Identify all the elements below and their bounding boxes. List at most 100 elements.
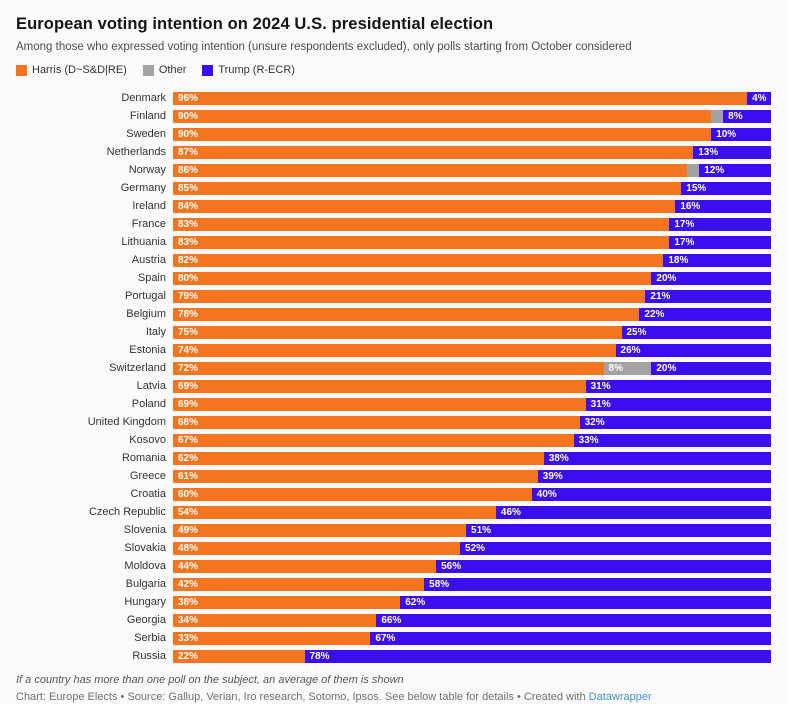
datawrapper-link[interactable]: Datawrapper (588, 691, 652, 703)
stacked-bar-chart: Denmark 96% 4% Finland 90% 8% Sweden 90% 10% Neth… (16, 89, 771, 665)
bar-segment-trump: 18% (663, 253, 771, 267)
segment-value-label: 8% (608, 362, 623, 374)
country-label: United Kingdom (87, 416, 166, 428)
table-row: Hungary 38% 62% (16, 593, 771, 611)
table-row: Georgia 34% 66% (16, 611, 771, 629)
stacked-bar: 60% 40% (173, 487, 771, 501)
country-label: Ireland (132, 200, 166, 212)
segment-value-label: 38% (548, 452, 569, 464)
table-row: Lithuania 83% 17% (16, 233, 771, 251)
segment-value-label: 68% (178, 416, 199, 428)
chart-byline: Chart: Europe Elects • Source: Gallup, V… (16, 691, 771, 704)
segment-value-label: 56% (441, 560, 462, 572)
country-label: Czech Republic (88, 506, 166, 518)
segment-value-label: 90% (178, 128, 199, 140)
bar-segment-trump: 52% (460, 541, 771, 555)
stacked-bar: 86% 12% (173, 163, 771, 177)
country-label: Estonia (129, 344, 166, 356)
bar-segment-trump: 22% (639, 307, 771, 321)
segment-value-label: 32% (584, 416, 605, 428)
bar-segment-trump: 20% (651, 271, 771, 285)
segment-value-label: 20% (656, 362, 677, 374)
segment-value-label: 85% (178, 182, 199, 194)
bar-segment-harris: 54% (173, 505, 496, 519)
segment-value-label: 62% (178, 452, 199, 464)
segment-value-label: 31% (590, 380, 611, 392)
harris-swatch-icon (16, 64, 27, 76)
stacked-bar: 84% 16% (173, 199, 771, 213)
bar-segment-harris: 80% (173, 271, 652, 285)
country-label: Portugal (125, 290, 166, 302)
segment-value-label: 22% (644, 308, 665, 320)
bar-segment-trump: 25% (621, 325, 771, 339)
bar-segment-trump: 20% (651, 361, 771, 375)
bar-segment-harris: 86% (173, 163, 688, 177)
stacked-bar: 61% 39% (173, 469, 771, 483)
table-row: Croatia 60% 40% (16, 485, 771, 503)
bar-segment-harris: 83% (173, 217, 670, 231)
bar-segment-harris: 62% (173, 451, 544, 465)
country-label: Netherlands (106, 146, 166, 158)
legend-label-other: Other (158, 64, 187, 76)
table-row: Czech Republic 54% 46% (16, 503, 771, 521)
country-label: Russia (132, 650, 166, 662)
bar-segment-harris: 60% (173, 487, 532, 501)
segment-value-label: 21% (650, 290, 671, 302)
table-row: Germany 85% 15% (16, 179, 771, 197)
bar-segment-harris: 96% (173, 91, 748, 105)
bar-segment-harris: 69% (173, 379, 586, 393)
segment-value-label: 31% (590, 398, 611, 410)
segment-value-label: 13% (698, 146, 719, 158)
table-row: Slovenia 49% 51% (16, 521, 771, 539)
bar-segment-harris: 48% (173, 541, 461, 555)
bar-segment-trump: 4% (747, 91, 771, 105)
table-row: Norway 86% 12% (16, 161, 771, 179)
bar-segment-trump: 62% (400, 595, 771, 609)
segment-value-label: 74% (178, 344, 199, 356)
stacked-bar: 87% 13% (173, 145, 771, 159)
bar-segment-harris: 68% (173, 415, 580, 429)
table-row: France 83% 17% (16, 215, 771, 233)
country-label: Bulgaria (125, 578, 166, 590)
legend-item-other: Other (142, 64, 187, 76)
table-row: Estonia 74% 26% (16, 341, 771, 359)
bar-segment-harris: 42% (173, 577, 425, 591)
stacked-bar: 68% 32% (173, 415, 771, 429)
stacked-bar: 80% 20% (173, 271, 771, 285)
table-row: United Kingdom 68% 32% (16, 413, 771, 431)
bar-segment-harris: 75% (173, 325, 622, 339)
stacked-bar: 44% 56% (173, 559, 771, 573)
bar-segment-trump: 39% (537, 469, 771, 483)
table-row: Netherlands 87% 13% (16, 143, 771, 161)
segment-value-label: 83% (178, 218, 199, 230)
stacked-bar: 62% 38% (173, 451, 771, 465)
bar-segment-trump: 78% (304, 649, 771, 663)
table-row: Russia 22% 78% (16, 647, 771, 665)
bar-segment-trump: 51% (466, 523, 771, 537)
segment-value-label: 49% (178, 524, 199, 536)
segment-value-label: 33% (578, 434, 599, 446)
bar-segment-trump: 26% (615, 343, 771, 357)
segment-value-label: 16% (680, 200, 701, 212)
bar-segment-trump: 31% (585, 379, 771, 393)
stacked-bar: 48% 52% (173, 541, 771, 555)
segment-value-label: 84% (178, 200, 199, 212)
table-row: Denmark 96% 4% (16, 89, 771, 107)
bar-segment-harris: 67% (173, 433, 574, 447)
stacked-bar: 90% 8% (173, 109, 771, 123)
table-row: Serbia 33% 67% (16, 629, 771, 647)
country-label: Slovakia (124, 542, 166, 554)
table-row: Finland 90% 8% (16, 107, 771, 125)
bar-segment-harris: 69% (173, 397, 586, 411)
country-label: Moldova (124, 560, 166, 572)
segment-value-label: 48% (178, 542, 199, 554)
segment-value-label: 26% (620, 344, 641, 356)
stacked-bar: 83% 17% (173, 235, 771, 249)
bar-segment-other (711, 109, 724, 123)
bar-segment-other (687, 163, 700, 177)
bar-segment-harris: 22% (173, 649, 305, 663)
country-label: Denmark (121, 92, 166, 104)
bar-segment-trump: 40% (531, 487, 771, 501)
stacked-bar: 69% 31% (173, 397, 771, 411)
legend-item-trump: Trump (R-ECR) (202, 64, 295, 76)
